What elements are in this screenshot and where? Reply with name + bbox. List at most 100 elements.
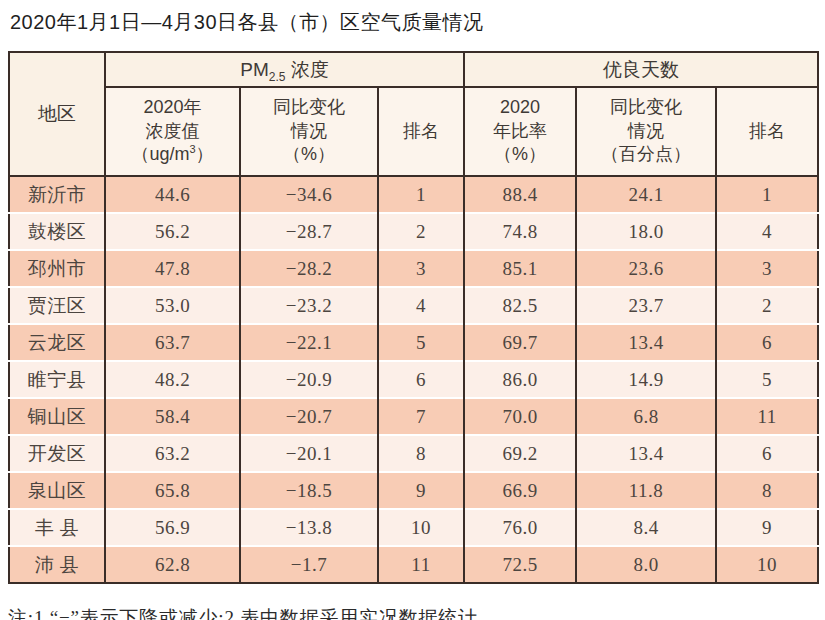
cell-pm_change: −1.7 <box>240 546 378 583</box>
header-line: （ug/m <box>131 144 189 164</box>
cell-pm_rank: 10 <box>378 509 464 546</box>
table-row: 泉山区65.8−18.5966.911.88 <box>9 472 818 509</box>
header-pm-rank: 排名 <box>378 87 464 176</box>
cell-good_rate: 85.1 <box>464 250 576 287</box>
cell-good_change: 11.8 <box>576 472 716 509</box>
cell-pm_rank: 5 <box>378 324 464 361</box>
header-sub-row: 2020年 浓度值 （ug/m3） 同比变化 情况 （%） 排名 2020 年比… <box>9 87 818 176</box>
cell-pm_rank: 2 <box>378 213 464 250</box>
table-row: 沛 县62.8−1.71172.58.010 <box>9 546 818 583</box>
cell-pm_rank: 4 <box>378 287 464 324</box>
cell-good_rank: 6 <box>716 435 818 472</box>
cell-good_rate: 74.8 <box>464 213 576 250</box>
table-row: 贾汪区53.0−23.2482.523.72 <box>9 287 818 324</box>
header-line: 2020 <box>500 97 540 117</box>
cell-pm_change: −18.5 <box>240 472 378 509</box>
cell-good_change: 23.6 <box>576 250 716 287</box>
cell-good_rank: 9 <box>716 509 818 546</box>
cell-pm_value: 63.2 <box>105 435 240 472</box>
cell-region: 云龙区 <box>9 324 105 361</box>
cell-pm_value: 47.8 <box>105 250 240 287</box>
cell-pm_value: 44.6 <box>105 176 240 213</box>
cell-region: 丰 县 <box>9 509 105 546</box>
cell-pm_change: −34.6 <box>240 176 378 213</box>
table-row: 睢宁县48.2−20.9686.014.95 <box>9 361 818 398</box>
cell-good_change: 18.0 <box>576 213 716 250</box>
cell-good_rate: 86.0 <box>464 361 576 398</box>
table-header: 地区 PM2.5 浓度 优良天数 2020年 浓度值 （ug/m3） 同比变化 … <box>9 52 818 176</box>
header-line: 同比变化 <box>610 97 682 117</box>
header-line: （%） <box>494 144 546 164</box>
cell-pm_rank: 8 <box>378 435 464 472</box>
header-line: （%） <box>283 144 335 164</box>
header-line: 2020年 <box>143 97 201 117</box>
cell-pm_value: 48.2 <box>105 361 240 398</box>
cell-good_rank: 5 <box>716 361 818 398</box>
header-pm-value: 2020年 浓度值 （ug/m3） <box>105 87 240 176</box>
table-row: 铜山区58.4−20.7770.06.811 <box>9 398 818 435</box>
pm25-label-subscript: 2.5 <box>269 70 286 84</box>
cell-good_change: 23.7 <box>576 287 716 324</box>
cell-region: 睢宁县 <box>9 361 105 398</box>
cell-good_rate: 70.0 <box>464 398 576 435</box>
header-good-rank: 排名 <box>716 87 818 176</box>
cell-good_rate: 88.4 <box>464 176 576 213</box>
cell-pm_rank: 3 <box>378 250 464 287</box>
cell-good_change: 8.0 <box>576 546 716 583</box>
table-row: 丰 县56.9−13.81076.08.49 <box>9 509 818 546</box>
cell-good_rank: 8 <box>716 472 818 509</box>
cell-good_rank: 1 <box>716 176 818 213</box>
cell-good_change: 13.4 <box>576 324 716 361</box>
table-row: 新沂市44.6−34.6188.424.11 <box>9 176 818 213</box>
air-quality-table: 地区 PM2.5 浓度 优良天数 2020年 浓度值 （ug/m3） 同比变化 … <box>8 51 819 584</box>
cell-good_change: 14.9 <box>576 361 716 398</box>
cell-pm_change: −28.7 <box>240 213 378 250</box>
cell-pm_rank: 1 <box>378 176 464 213</box>
cell-pm_value: 58.4 <box>105 398 240 435</box>
pm25-label-suffix: 浓度 <box>285 59 328 80</box>
header-good-rate: 2020 年比率 （%） <box>464 87 576 176</box>
cell-pm_change: −20.7 <box>240 398 378 435</box>
cell-pm_change: −20.9 <box>240 361 378 398</box>
cell-good_rank: 2 <box>716 287 818 324</box>
cell-good_rank: 6 <box>716 324 818 361</box>
header-line: （百分点） <box>601 144 691 164</box>
header-line: 同比变化 <box>273 97 345 117</box>
header-line: 情况 <box>628 121 664 141</box>
cell-pm_change: −13.8 <box>240 509 378 546</box>
cell-pm_rank: 6 <box>378 361 464 398</box>
header-line: 年比率 <box>493 121 547 141</box>
header-group-row: 地区 PM2.5 浓度 优良天数 <box>9 52 818 87</box>
cell-good_rate: 69.7 <box>464 324 576 361</box>
header-pm-change: 同比变化 情况 （%） <box>240 87 378 176</box>
table-row: 鼓楼区56.2−28.7274.818.04 <box>9 213 818 250</box>
table-row: 开发区63.2−20.1869.213.46 <box>9 435 818 472</box>
cell-region: 沛 县 <box>9 546 105 583</box>
header-line: ） <box>196 144 214 164</box>
cell-region: 新沂市 <box>9 176 105 213</box>
cell-good_rate: 69.2 <box>464 435 576 472</box>
cell-good_change: 24.1 <box>576 176 716 213</box>
header-region: 地区 <box>9 52 105 176</box>
cell-region: 邳州市 <box>9 250 105 287</box>
header-good-change: 同比变化 情况 （百分点） <box>576 87 716 176</box>
table-body: 新沂市44.6−34.6188.424.11鼓楼区56.2−28.7274.81… <box>9 176 818 583</box>
cell-region: 开发区 <box>9 435 105 472</box>
table-row: 云龙区63.7−22.1569.713.46 <box>9 324 818 361</box>
cell-region: 鼓楼区 <box>9 213 105 250</box>
cell-region: 铜山区 <box>9 398 105 435</box>
pm25-label-prefix: PM <box>240 59 269 80</box>
cell-good_rank: 4 <box>716 213 818 250</box>
header-group-pm25: PM2.5 浓度 <box>105 52 464 87</box>
cell-pm_value: 62.8 <box>105 546 240 583</box>
cell-good_change: 8.4 <box>576 509 716 546</box>
header-group-good-days: 优良天数 <box>464 52 818 87</box>
cell-pm_rank: 7 <box>378 398 464 435</box>
cell-pm_value: 56.9 <box>105 509 240 546</box>
cell-region: 贾汪区 <box>9 287 105 324</box>
header-line: 情况 <box>291 121 327 141</box>
cell-good_rate: 76.0 <box>464 509 576 546</box>
cell-pm_change: −20.1 <box>240 435 378 472</box>
cell-pm_value: 65.8 <box>105 472 240 509</box>
cell-pm_change: −22.1 <box>240 324 378 361</box>
